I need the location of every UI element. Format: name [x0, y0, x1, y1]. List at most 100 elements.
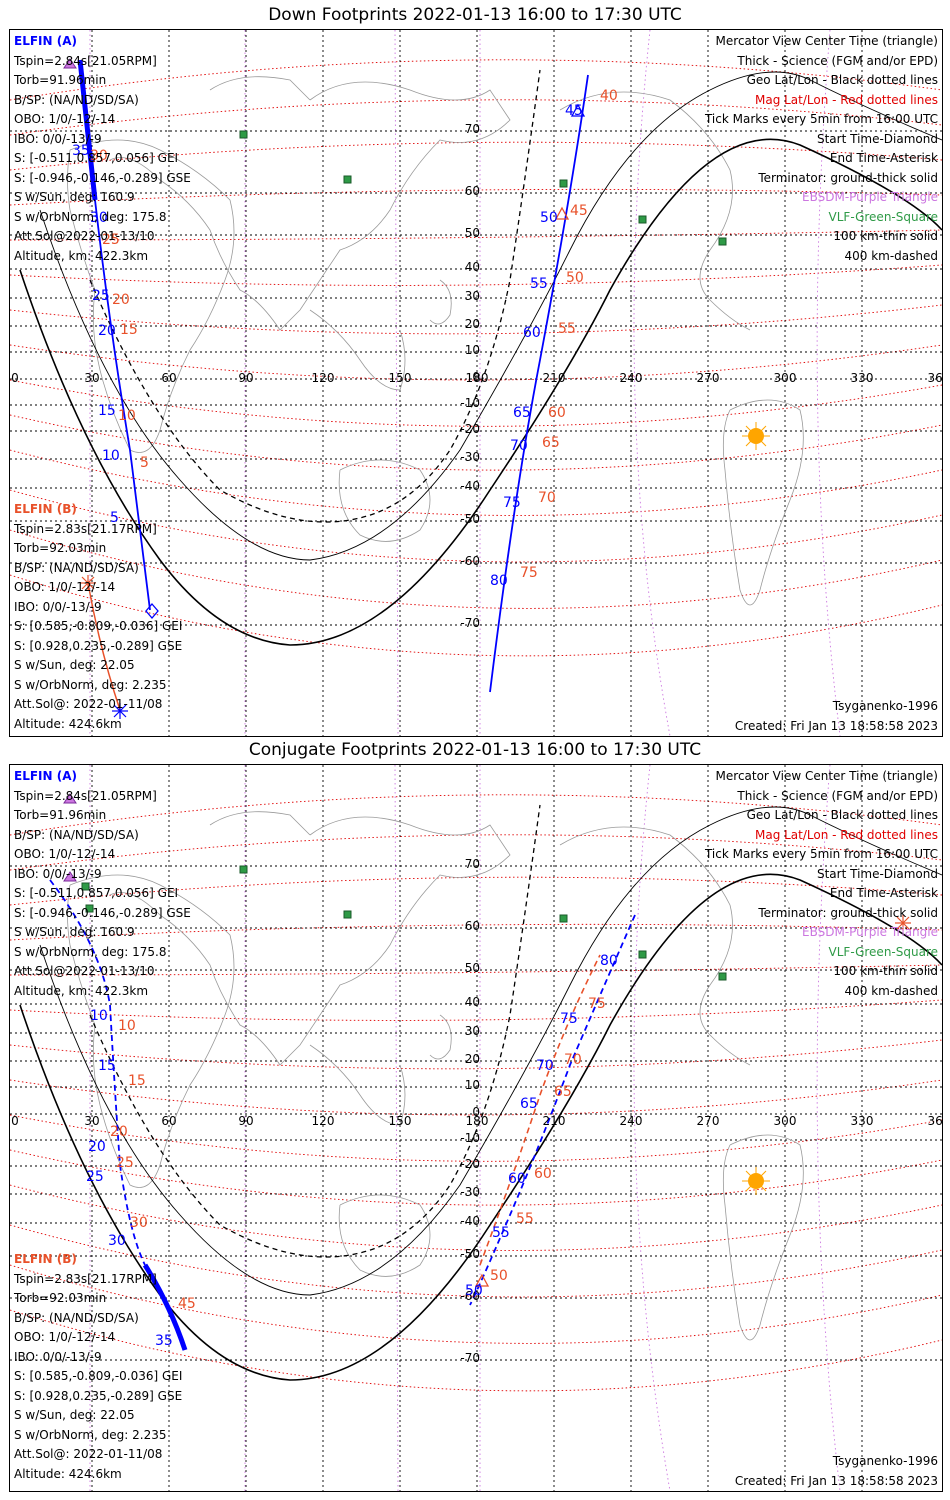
tick-label: 45 — [565, 103, 583, 119]
tick-label: 240 — [620, 371, 643, 385]
tick-label: 75 — [503, 495, 521, 511]
tick-label: 10 — [118, 1018, 136, 1034]
legend-line: Thick - Science (FGM and/or EPD) — [737, 788, 938, 803]
tick-label: 25 — [102, 232, 120, 248]
tick-label: 30 — [465, 289, 480, 303]
tick-label: 20 — [112, 292, 130, 308]
tick-label: 60 — [508, 1171, 526, 1187]
ebsdm-grid — [89, 765, 841, 1491]
tick-label: 30 — [90, 210, 108, 226]
track-elfin-b — [479, 954, 601, 1266]
info-line: IBO: 0/0/-13/-9 — [14, 131, 102, 146]
info-line: B/SP: (NA/ND/SD/SA) — [14, 560, 139, 575]
legend-line: Tick Marks every 5min from 16:00 UTC — [704, 112, 938, 126]
info-line: S w/OrbNorm, deg: 2.235 — [14, 1427, 167, 1442]
legend-line: Start Time-Diamond — [816, 866, 938, 881]
legend-line: End Time-Asterisk — [829, 151, 938, 165]
tick-label: 70 — [536, 1058, 554, 1074]
geo-grid — [10, 765, 942, 1491]
tick-label: 70 — [465, 857, 480, 871]
tick-label: 150 — [389, 1114, 412, 1128]
info-line: B/SP: (NA/ND/SD/SA) — [14, 92, 139, 107]
elfin-b-header: ELFIN (B) — [14, 502, 77, 516]
footer-info: Tsyganenko-1996 Created: Fri Jan 13 18:5… — [735, 1452, 938, 1491]
info-line: Torb=91.96min — [14, 808, 107, 822]
tick-label: 10 — [465, 343, 480, 357]
tick-label: 30 — [90, 148, 108, 164]
info-line: Tspin=2.83s[21.17RPM] — [14, 521, 157, 536]
tick-label: 330 — [851, 1114, 874, 1128]
tick-label: -30 — [460, 450, 480, 464]
tick-label: 5 — [110, 510, 119, 526]
legend-line: 100 km-thin solid — [833, 964, 938, 978]
legend-line: Thick - Science (FGM and/or EPD) — [737, 53, 938, 68]
tick-label: 0 — [11, 371, 19, 385]
info-line: Att.Sol@: 2022-01-11/08 — [14, 1447, 163, 1461]
info-line: S: [0.585,-0.809,-0.036] GEI — [14, 619, 183, 633]
tick-label: 70 — [465, 122, 480, 136]
created-label: Created: Fri Jan 13 18:58:58 2023 — [734, 1473, 938, 1488]
tick-label: 25 — [116, 1155, 134, 1171]
tick-label: 80 — [600, 953, 618, 969]
legend-line: Start Time-Diamond — [816, 131, 938, 146]
info-line: S: [-0.946,-0.146,-0.289] GSE — [14, 170, 191, 185]
elfin-a-header: ELFIN (A) — [14, 769, 77, 783]
elfin-b-info: ELFIN (B) Tspin=2.83s[21.17RPM] Torb=92.… — [14, 500, 182, 734]
elfin-a-info: ELFIN (A) Tspin=2.84s[21.05RPM] Torb=91.… — [14, 767, 191, 1001]
lat-tick-labels: 70 60 50 40 30 20 10 0 -10 -20 -30 -40 -50 -60 -70 — [460, 857, 480, 1365]
tick-label: 15 — [128, 1073, 146, 1089]
tick-label: 10 — [118, 408, 136, 424]
info-line: OBO: 1/0/-12/-14 — [14, 580, 116, 594]
tick-label: 50 — [465, 226, 480, 240]
tick-label: 360 — [928, 1114, 942, 1128]
tick-label: 40 — [600, 88, 618, 104]
tick-label: -10 — [460, 1131, 480, 1145]
tick-label: 30 — [84, 371, 99, 385]
tick-label: 65 — [554, 1084, 572, 1100]
info-line: S: [-0.946,-0.146,-0.289] GSE — [14, 905, 191, 920]
tick-label: -40 — [460, 1214, 480, 1228]
tick-label: 50 — [465, 1283, 483, 1299]
coastlines — [67, 76, 804, 606]
tick-label: 180 — [466, 371, 489, 385]
tick-label: 60 — [161, 371, 176, 385]
info-line: B/SP: (NA/ND/SD/SA) — [14, 1310, 139, 1325]
model-label: Tsyganenko-1996 — [832, 1454, 938, 1468]
tick-label: 45 — [570, 203, 588, 219]
legend: Mercator View Center Time (triangle) Thi… — [705, 32, 938, 266]
legend-line: VLF-Green-Square — [828, 209, 938, 224]
info-line: Torb=92.03min — [14, 1291, 107, 1305]
tick-label: 75 — [520, 565, 538, 581]
info-line: S w/OrbNorm, deg: 175.8 — [14, 209, 167, 224]
tick-label: 80 — [490, 573, 508, 589]
sun-icon — [742, 1167, 770, 1195]
tick-label: 35 — [155, 1333, 173, 1349]
tick-label: 15 — [98, 1058, 116, 1074]
tick-label: 20 — [465, 1052, 480, 1066]
tick-label: 300 — [774, 371, 797, 385]
footer-info: Tsyganenko-1996 Created: Fri Jan 13 18:5… — [735, 697, 938, 736]
markers — [63, 58, 586, 719]
info-line: S w/Sun, deg: 160.9 — [14, 190, 135, 204]
legend: Mercator View Center Time (triangle) Thi… — [705, 767, 938, 1001]
legend-line: Geo Lat/Lon - Black dotted lines — [746, 808, 938, 822]
tick-label: 330 — [851, 371, 874, 385]
tick-label: 50 — [490, 1268, 508, 1284]
legend-line: Geo Lat/Lon - Black dotted lines — [746, 73, 938, 87]
info-line: Altitude: 424.6km — [14, 716, 122, 731]
info-line: S: [-0.511,0.857,0.056] GEI — [14, 151, 179, 165]
info-line: Altitude, km: 422.3km — [14, 983, 149, 998]
tick-label: 50 — [540, 210, 558, 226]
info-line: OBO: 1/0/-12/-14 — [14, 1330, 116, 1344]
vlf-markers — [239, 130, 727, 246]
info-line: IBO: 0/0/-13/-9 — [14, 1349, 102, 1364]
elfin-a-header: ELFIN (A) — [14, 34, 77, 48]
info-line: S w/Sun, deg: 22.05 — [14, 1408, 135, 1422]
legend-line: EBSDM-Purple Triangle — [802, 925, 938, 939]
tick-label: 5 — [140, 455, 149, 471]
tick-label: 10 — [90, 1008, 108, 1024]
tick-label: 50 — [465, 961, 480, 975]
elfin-b-info: ELFIN (B) Tspin=2.83s[21.17RPM] Torb=92.… — [14, 1250, 182, 1484]
